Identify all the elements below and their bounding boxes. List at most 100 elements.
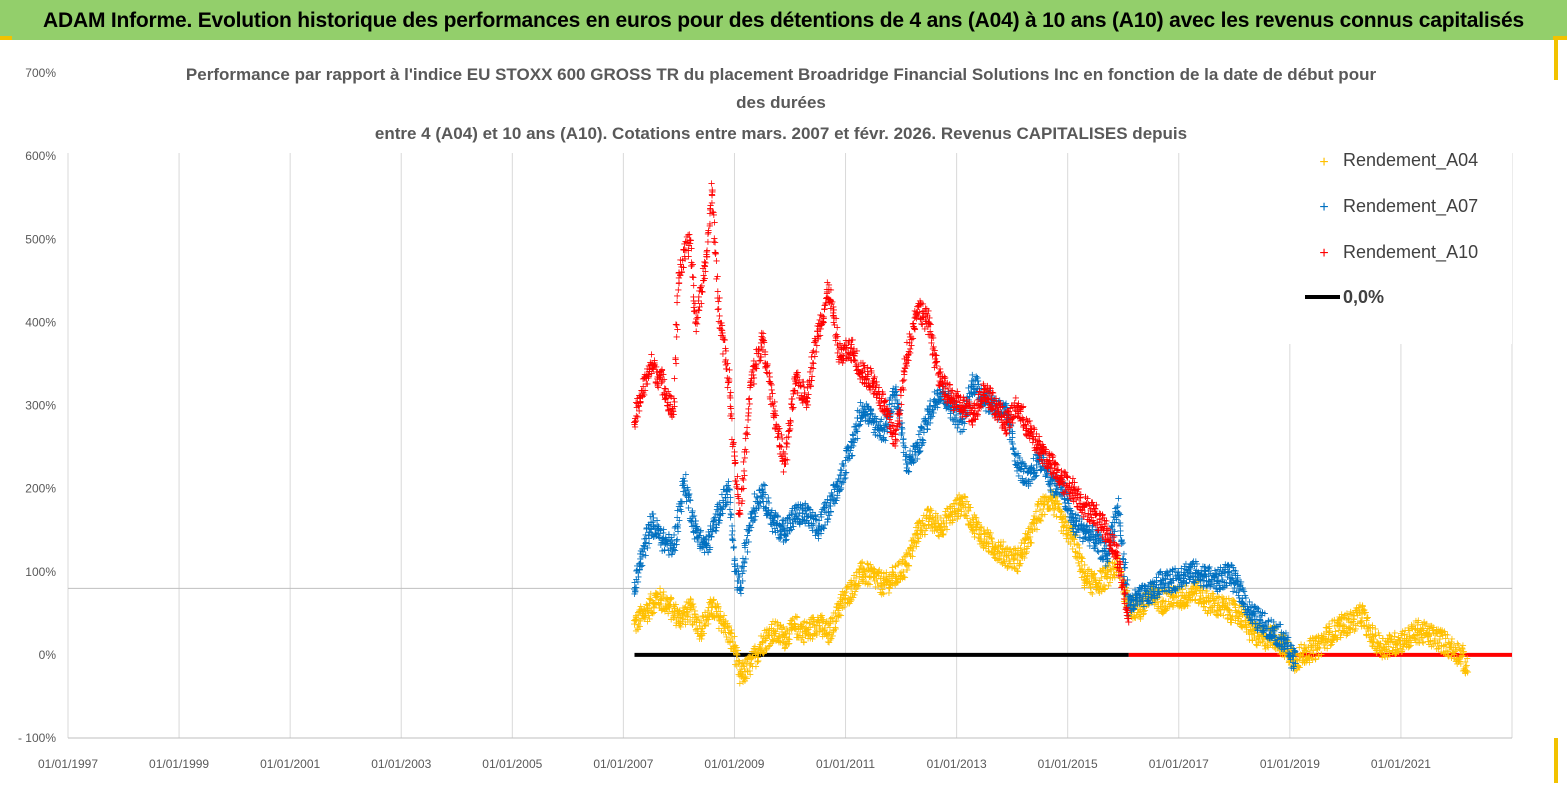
- marker-a10: +: [728, 414, 736, 425]
- marker-a04: +: [729, 646, 737, 657]
- marker-a04: +: [796, 631, 804, 642]
- point-a04-25: +: [902, 557, 911, 570]
- marker-a04: +: [743, 654, 751, 665]
- marker-a04: +: [676, 606, 684, 617]
- point-a04-63: +: [1324, 628, 1333, 641]
- marker-a04: +: [829, 627, 837, 638]
- marker-a04: +: [738, 670, 746, 681]
- marker-a04: +: [773, 634, 781, 645]
- marker-a10: +: [712, 256, 720, 267]
- marker-a04: +: [704, 615, 712, 626]
- marker-a04: +: [868, 566, 876, 577]
- marker-a04: +: [900, 572, 908, 583]
- marker-a04: +: [828, 613, 836, 624]
- marker-a04: +: [839, 595, 847, 606]
- marker-a04: +: [785, 638, 793, 649]
- marker-a04: +: [790, 624, 798, 635]
- marker-a04: +: [732, 642, 740, 653]
- marker-a04: +: [870, 576, 878, 587]
- marker-a04: +: [889, 567, 897, 578]
- marker-a04: +: [819, 631, 827, 642]
- marker-a04: +: [712, 602, 720, 613]
- marker-a04: +: [719, 620, 727, 631]
- marker-a04: +: [901, 572, 909, 583]
- frame-edge-right-top: [1554, 40, 1558, 80]
- marker-a04: +: [636, 621, 644, 632]
- point-a04-24: +: [891, 570, 900, 583]
- marker-a04: +: [775, 636, 783, 647]
- marker-a04: +: [686, 615, 694, 626]
- marker-a04: +: [767, 620, 775, 631]
- marker-a04: +: [835, 610, 843, 621]
- point-a04-50: +: [1180, 591, 1189, 604]
- marker-a04: +: [744, 666, 752, 677]
- marker-a04: +: [771, 629, 779, 640]
- marker-a04: +: [817, 613, 825, 624]
- marker-a04: +: [701, 620, 709, 631]
- marker-a04: +: [820, 623, 828, 634]
- marker-a04: +: [880, 589, 888, 600]
- marker-a04: +: [863, 566, 871, 577]
- point-a04-44: +: [1113, 557, 1122, 570]
- marker-a04: +: [842, 587, 850, 598]
- marker-a04: +: [845, 598, 853, 609]
- marker-a04: +: [894, 578, 902, 589]
- marker-a04: +: [803, 617, 811, 628]
- marker-a10: +: [689, 259, 697, 270]
- marker-a04: +: [791, 611, 799, 622]
- marker-a04: +: [670, 601, 678, 612]
- point-a04-54: +: [1224, 603, 1233, 616]
- point-a04-33: +: [991, 541, 1000, 554]
- marker-a04: +: [816, 611, 824, 622]
- point-a04-62: +: [1313, 641, 1322, 654]
- marker-a04: +: [744, 652, 752, 663]
- marker-a04: +: [665, 603, 673, 614]
- marker-a04: +: [744, 654, 752, 665]
- point-a04-26: +: [913, 524, 922, 537]
- marker-a10: +: [726, 391, 734, 402]
- marker-a04: +: [834, 606, 842, 617]
- marker-a04: +: [652, 599, 660, 610]
- point-a04-72: +: [1424, 628, 1433, 641]
- marker-a04: +: [827, 631, 835, 642]
- marker-a04: +: [660, 587, 668, 598]
- marker-a04: +: [784, 634, 792, 645]
- marker-a04: +: [764, 631, 772, 642]
- marker-a04: +: [861, 578, 869, 589]
- marker-a04: +: [790, 619, 798, 630]
- marker-a04: +: [813, 628, 821, 639]
- marker-a04: +: [658, 605, 666, 616]
- marker-a04: +: [830, 608, 838, 619]
- marker-a04: +: [751, 642, 759, 653]
- marker-a04: +: [697, 634, 705, 645]
- point-a04-18: +: [824, 628, 833, 641]
- marker-a04: +: [846, 578, 854, 589]
- marker-a10: +: [761, 347, 769, 358]
- marker-a04: +: [667, 594, 675, 605]
- marker-a04: +: [684, 598, 692, 609]
- marker-a04: +: [651, 591, 659, 602]
- marker-a04: +: [632, 626, 640, 637]
- marker-a04: +: [867, 564, 875, 575]
- marker-a04: +: [722, 632, 730, 643]
- marker-a07: +: [1290, 661, 1298, 672]
- marker-a07: +: [682, 470, 690, 481]
- marker-a04: +: [759, 632, 767, 643]
- marker-a10: +: [740, 466, 748, 477]
- marker-a04: +: [901, 559, 909, 570]
- marker-a04: +: [715, 624, 723, 635]
- marker-a04: +: [802, 628, 810, 639]
- marker-a04: +: [738, 661, 746, 672]
- marker-a04: +: [776, 638, 784, 649]
- marker-a04: +: [837, 589, 845, 600]
- marker-a04: +: [660, 604, 668, 615]
- marker-a04: +: [771, 617, 779, 628]
- marker-a04: +: [723, 623, 731, 634]
- marker-a04: +: [690, 609, 698, 620]
- marker-a04: +: [644, 606, 652, 617]
- marker-a04: +: [706, 595, 714, 606]
- marker-a04: +: [884, 577, 892, 588]
- marker-a04: +: [661, 607, 669, 618]
- marker-a04: +: [756, 644, 764, 655]
- marker-a04: +: [831, 608, 839, 619]
